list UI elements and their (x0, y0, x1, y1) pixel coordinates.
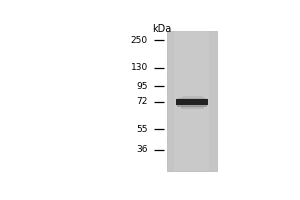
Text: 130: 130 (131, 63, 148, 72)
Bar (174, 31, 209, 171)
Bar (182, 96, 203, 98)
Bar (178, 104, 207, 107)
Text: 95: 95 (136, 82, 148, 91)
Bar (181, 106, 203, 109)
Bar (178, 98, 206, 100)
Text: 55: 55 (136, 125, 148, 134)
Text: 36: 36 (136, 145, 148, 154)
Bar (167, 31, 217, 171)
Text: 72: 72 (136, 97, 148, 106)
Bar (176, 99, 208, 105)
Text: 250: 250 (131, 36, 148, 45)
Text: kDa: kDa (152, 24, 172, 34)
